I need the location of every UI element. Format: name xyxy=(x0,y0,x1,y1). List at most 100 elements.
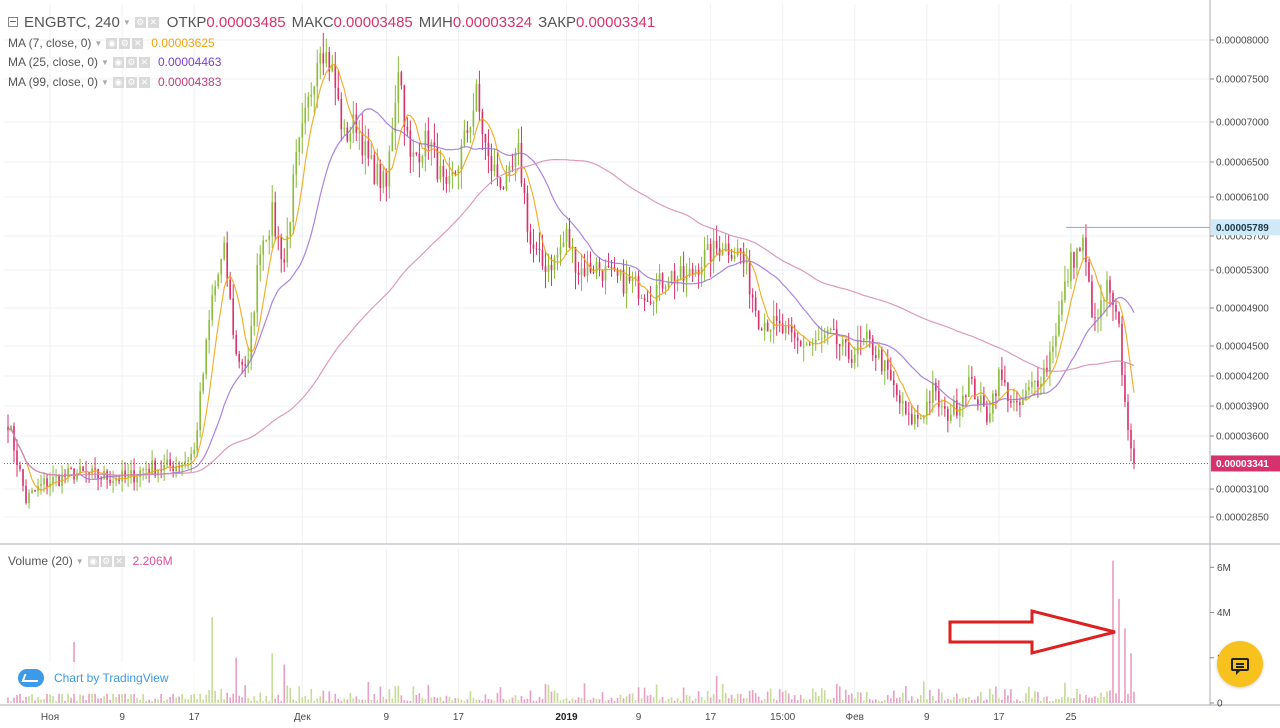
candle xyxy=(760,327,763,331)
volume-bar xyxy=(790,699,793,703)
candle xyxy=(31,487,33,494)
candle-body xyxy=(947,408,949,421)
close-icon[interactable]: ✕ xyxy=(138,56,150,68)
settings-icon[interactable]: ⚙ xyxy=(100,555,112,567)
caret-down-icon[interactable]: ▼ xyxy=(122,17,131,27)
volume-bar xyxy=(886,695,889,703)
ma25-legend-row[interactable]: MA (25, close, 0) ▼ ◉ ⚙ ✕ 0.00004463 xyxy=(8,52,221,72)
volume-bar xyxy=(487,698,490,703)
price-tick-label: 0.00003100 xyxy=(1216,485,1269,496)
volume-bar xyxy=(103,696,105,703)
volume-bar xyxy=(163,701,165,703)
volume-bar xyxy=(865,692,868,703)
volume-bar xyxy=(844,689,847,703)
caret-down-icon[interactable]: ▼ xyxy=(101,77,109,87)
candle xyxy=(196,422,198,458)
caret-down-icon[interactable]: ▼ xyxy=(75,556,84,566)
candle xyxy=(775,302,778,336)
candle xyxy=(313,85,316,114)
candle-body xyxy=(127,474,129,478)
caret-down-icon[interactable]: ▼ xyxy=(101,57,109,67)
volume-bar xyxy=(1106,691,1108,703)
volume-bar xyxy=(214,690,217,703)
candle xyxy=(328,46,331,81)
candle-body xyxy=(463,130,466,146)
ma7-legend-row[interactable]: MA (7, close, 0) ▼ ◉ ⚙ ✕ 0.00003625 xyxy=(8,33,215,53)
candle xyxy=(385,168,388,202)
caret-down-icon[interactable]: ▼ xyxy=(94,38,103,48)
volume-bar xyxy=(568,700,571,703)
candle-body xyxy=(466,130,469,133)
candle-body xyxy=(1025,390,1027,400)
volume-bar xyxy=(814,691,817,703)
settings-icon[interactable]: ⚙ xyxy=(134,16,146,28)
volume-bar xyxy=(1007,695,1009,703)
candle-body xyxy=(142,469,144,471)
candle-body xyxy=(229,279,232,299)
settings-icon[interactable]: ⚙ xyxy=(125,76,137,88)
candle xyxy=(343,119,346,136)
chat-button[interactable] xyxy=(1217,641,1263,687)
volume-bar xyxy=(172,692,174,703)
candle-body xyxy=(418,154,421,163)
volume-bar xyxy=(253,696,256,703)
volume-label: Volume (20) xyxy=(8,554,73,568)
candle xyxy=(223,236,226,261)
settings-icon[interactable]: ⚙ xyxy=(119,37,131,49)
candle-body xyxy=(19,465,21,470)
candle-body xyxy=(814,339,817,345)
candle xyxy=(274,191,277,241)
candle xyxy=(322,32,325,76)
ma99-legend-row[interactable]: MA (99, close, 0) ▼ ◉ ⚙ ✕ 0.00004383 xyxy=(8,72,221,92)
volume-bar xyxy=(823,690,826,703)
volume-bar xyxy=(388,689,391,703)
tradingview-watermark[interactable]: Chart by TradingView xyxy=(6,662,206,694)
candle-body xyxy=(796,337,799,341)
close-icon[interactable]: ✕ xyxy=(132,37,144,49)
candle xyxy=(472,93,475,136)
candle-body xyxy=(913,414,916,425)
volume-bar xyxy=(544,684,547,703)
close-icon[interactable]: ✕ xyxy=(147,16,159,28)
candle-body xyxy=(352,114,355,134)
eye-icon[interactable]: ◉ xyxy=(112,56,124,68)
eye-icon[interactable]: ◉ xyxy=(87,555,99,567)
volume-bar xyxy=(658,699,661,703)
volume-bar xyxy=(772,698,775,703)
close-icon[interactable]: ✕ xyxy=(113,555,125,567)
eye-icon[interactable]: ◉ xyxy=(106,37,118,49)
cloud-icon xyxy=(18,669,44,687)
symbol-legend-row: ENGBTC, 240 ▼ ⚙ ✕ ОТКР 0.00003485 МАКС 0… xyxy=(8,12,655,32)
collapse-icon[interactable] xyxy=(8,17,18,27)
settings-icon[interactable]: ⚙ xyxy=(125,56,137,68)
volume-bar xyxy=(1109,690,1111,703)
volume-tick-label: 0 xyxy=(1217,699,1223,710)
candle xyxy=(1061,291,1063,322)
candle xyxy=(1010,395,1012,408)
candle-body xyxy=(502,187,505,190)
candle-body xyxy=(688,268,691,276)
candle-body xyxy=(322,53,325,64)
eye-icon[interactable]: ◉ xyxy=(112,76,124,88)
volume-bar xyxy=(739,694,742,703)
volume-bar xyxy=(811,688,814,703)
volume-bar xyxy=(391,698,394,703)
volume-bar xyxy=(712,694,715,703)
volume-bar xyxy=(517,700,520,703)
volume-bar xyxy=(280,701,283,703)
candle-body xyxy=(592,272,595,274)
candle-body xyxy=(373,155,376,185)
candle xyxy=(304,92,307,135)
candle-body xyxy=(331,64,334,72)
candle-body xyxy=(130,470,132,475)
volume-bar xyxy=(67,692,69,703)
volume-legend-row[interactable]: Volume (20) ▼ ◉ ⚙ ✕ 2.206M xyxy=(8,551,173,571)
candle-body xyxy=(43,478,45,485)
candle-body xyxy=(265,240,268,242)
volume-bar xyxy=(592,697,595,703)
close-icon[interactable]: ✕ xyxy=(138,76,150,88)
candle xyxy=(769,329,772,343)
candle-body xyxy=(334,64,337,88)
candle-body xyxy=(298,137,301,153)
